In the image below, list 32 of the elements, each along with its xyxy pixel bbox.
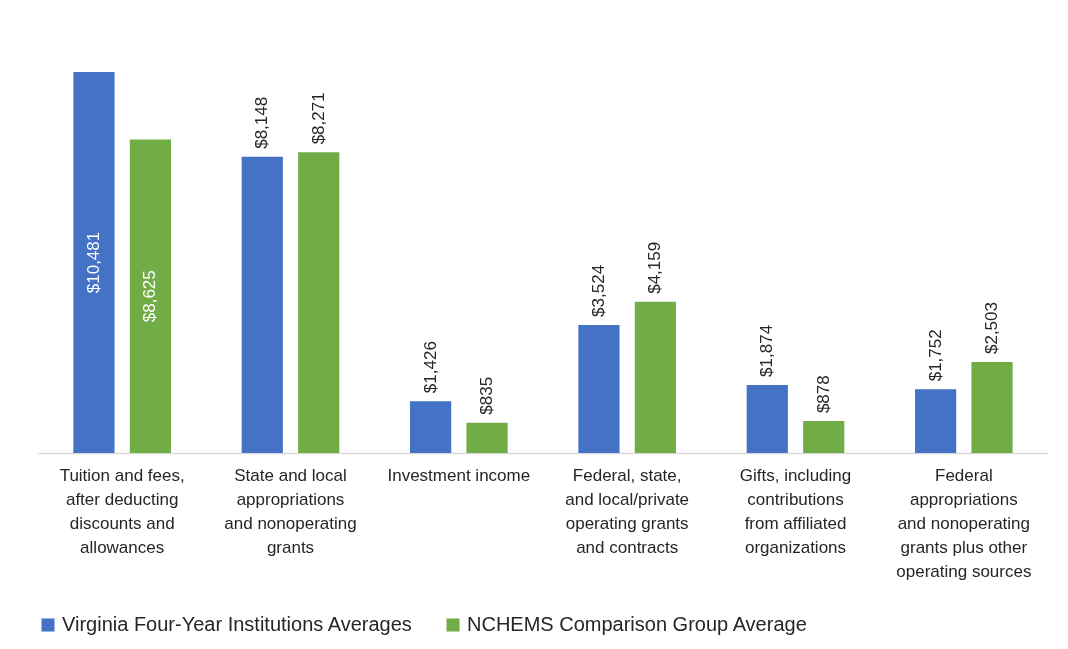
data-label: $8,148 <box>252 96 272 149</box>
data-label: $4,159 <box>645 241 665 294</box>
bar <box>298 152 340 453</box>
legend-label: Virginia Four-Year Institutions Averages <box>62 613 412 635</box>
x-tick-label: Federal, state, and local/private operating grants and contracts <box>565 465 690 557</box>
data-label: $878 <box>813 375 833 414</box>
legend-label: NCHEMS Comparison Group Average <box>467 613 807 635</box>
bar <box>803 421 845 453</box>
bar <box>241 156 283 453</box>
data-label: $8,271 <box>308 92 328 145</box>
data-label: $8,625 <box>140 270 160 323</box>
data-label: $2,503 <box>982 302 1002 355</box>
x-tick-label: State and local appropriations and nonoperating grants <box>224 465 357 557</box>
data-label: $1,752 <box>925 329 945 382</box>
data-label: $1,874 <box>757 324 777 377</box>
bar <box>410 401 452 453</box>
x-tick-label: Federal appropriations and nonoperating grants plus other operating sources <box>896 465 1032 581</box>
bar <box>129 139 171 453</box>
data-label: $10,481 <box>83 231 103 294</box>
data-label: $3,524 <box>588 264 608 317</box>
x-tick-label: Investment income <box>387 465 531 485</box>
x-tick-label: Gifts, including contributions from affiliated organizations <box>739 465 852 557</box>
data-label: $1,426 <box>420 341 440 394</box>
bar <box>746 384 788 453</box>
bar <box>634 301 676 453</box>
bar <box>578 324 620 453</box>
bar <box>971 362 1013 453</box>
data-label: $835 <box>477 376 497 415</box>
bar <box>73 72 115 453</box>
bar <box>915 389 957 453</box>
x-tick-label: Tuition and fees, after deducting discounts and allowances <box>59 465 185 557</box>
bar <box>466 422 508 453</box>
